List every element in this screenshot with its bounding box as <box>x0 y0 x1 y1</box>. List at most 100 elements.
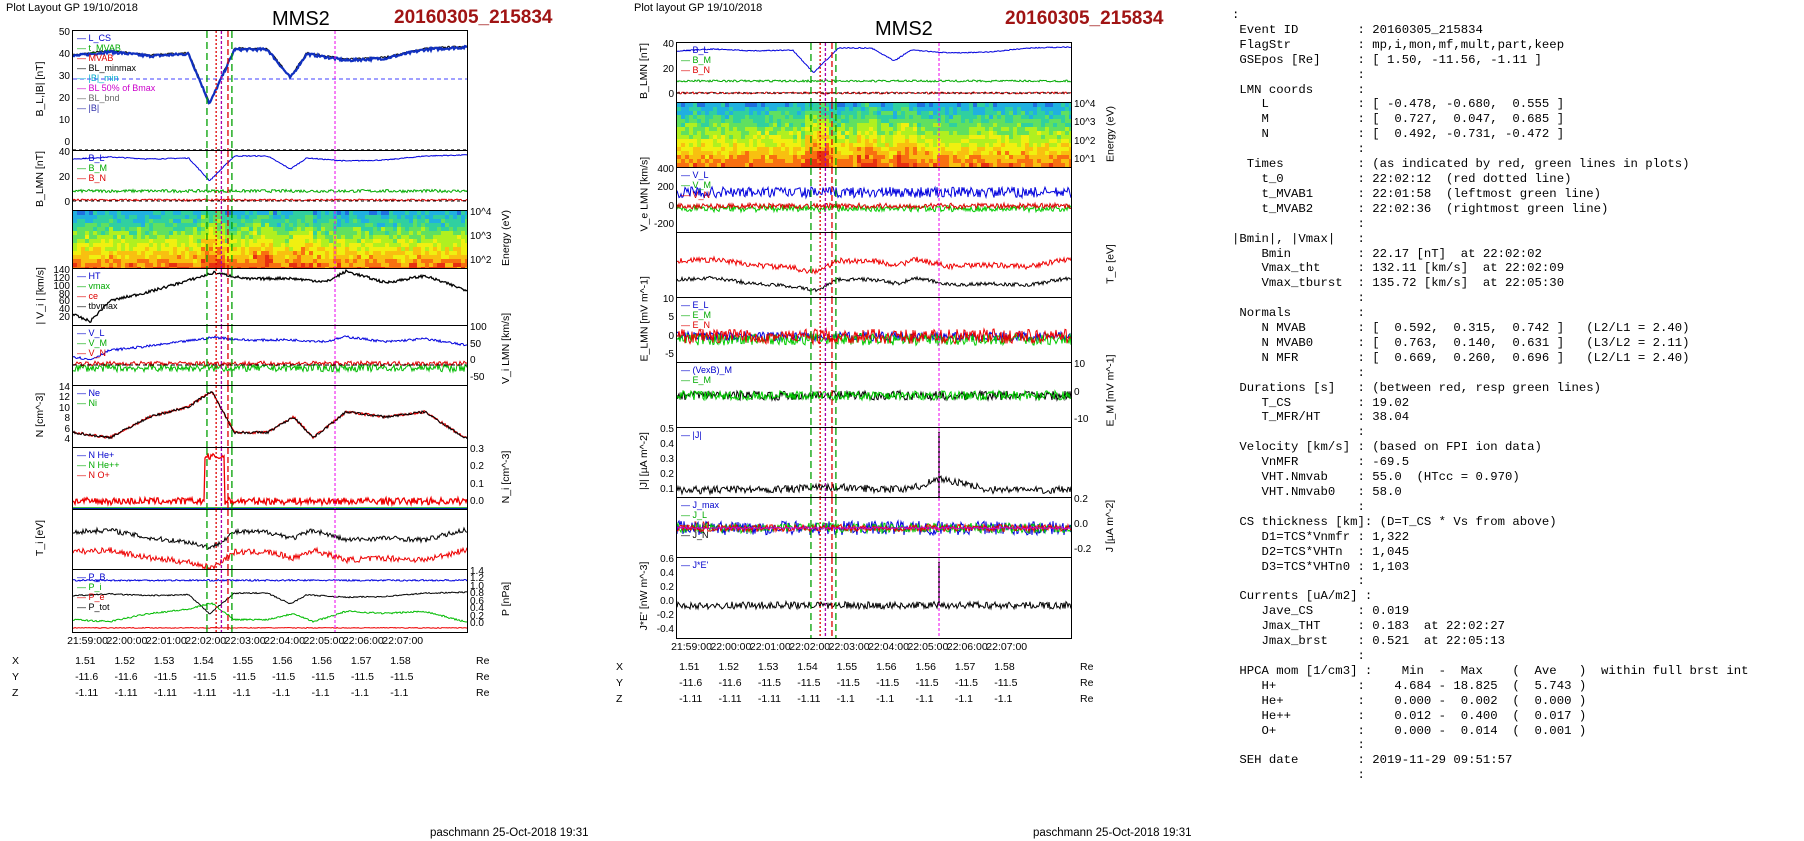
ephemeris-value: 1.53 <box>757 661 779 673</box>
y-axis-label: B_LMN [nT] <box>34 150 46 208</box>
legend-entry: — V_M <box>77 338 108 348</box>
ephemeris-value: -1.11 <box>679 693 703 705</box>
ephemeris-value: -11.5 <box>954 677 979 689</box>
bm-component-series <box>73 188 467 194</box>
y-tick-label: -200 <box>654 219 675 230</box>
y-tick-label: 40 <box>58 147 70 158</box>
ephemeris-value: -1.1 <box>232 687 251 699</box>
y-tick-label: 100 <box>53 280 70 292</box>
legend-entry: — B_M <box>681 55 712 65</box>
y-tick-label: 40 <box>58 304 70 316</box>
ephemeris-row-label: Z <box>12 687 19 699</box>
y-tick-label: 1.4 <box>470 566 484 577</box>
ephemeris-row-label: Y <box>12 671 20 683</box>
legend-entry: — E_M <box>681 310 712 320</box>
y-tick-label: 10^2 <box>1074 135 1096 147</box>
ephemeris-value: 1.52 <box>718 661 739 673</box>
legend-entry: — L_CS <box>77 33 112 43</box>
ephemeris-value: -11.5 <box>272 671 296 683</box>
legend-entry: — HT <box>77 271 101 281</box>
legend-entry: — B_M <box>77 163 108 173</box>
y-tick-label: 0.3 <box>660 454 674 465</box>
ephemeris-value: -1.1 <box>350 687 369 699</box>
panel-legend: — B_L — B_M — B_N <box>77 153 107 183</box>
y-tick-label: 0 <box>1074 386 1080 398</box>
x-tick-label: 21:59:00 <box>67 635 108 647</box>
y-tick-label: 60 <box>58 296 70 308</box>
pi-series <box>73 602 467 623</box>
ephemeris-value: -1.1 <box>390 687 409 699</box>
legend-entry: — vmax <box>77 281 111 291</box>
y-tick-label: -0.2 <box>1074 544 1092 555</box>
plot-panel: — J_max — J_L — J_M — J_N <box>676 497 1072 559</box>
panel-plot-area <box>73 570 467 632</box>
panel-plot-area <box>677 428 1071 498</box>
legend-entry: — B_L <box>681 45 709 55</box>
ptot-series <box>73 578 467 583</box>
y-tick-label: 400 <box>657 164 674 175</box>
legend-entry: — E_N <box>681 320 711 330</box>
ephemeris-value: -1.1 <box>954 693 973 705</box>
y-tick-label: 0.4 <box>660 439 674 450</box>
y-tick-label: 10^3 <box>1074 117 1096 129</box>
j-magnitude-series <box>677 475 1071 496</box>
y-tick-label: 4 <box>64 434 70 445</box>
y-tick-label: 200 <box>657 182 674 194</box>
ephemeris-value: -1.11 <box>718 693 742 705</box>
y-tick-label: 0 <box>64 197 70 208</box>
right-figure-header: Plot layout GP 19/10/2018 <box>634 2 763 14</box>
panel-plot-area <box>73 510 467 570</box>
plot-panel <box>676 102 1072 169</box>
plot-panel: — Ne — Ni <box>72 385 468 449</box>
panel-legend: — Ne — Ni <box>77 388 100 408</box>
y-axis-label: Energy (eV) <box>1104 105 1116 162</box>
left-figure-event-id: 20160305_215834 <box>394 7 553 28</box>
y-tick-label: 50 <box>58 27 70 38</box>
right-figure-footer: paschmann 25-Oct-2018 19:31 <box>1033 827 1192 839</box>
y-tick-label: 0.0 <box>1074 519 1088 530</box>
y-tick-label: 0.2 <box>660 582 674 593</box>
pe-series <box>73 626 467 629</box>
legend-entry: — V_L <box>681 170 709 180</box>
legend-entry: — V_L <box>77 328 105 338</box>
panel-plot-area <box>677 558 1071 638</box>
bn-component-series <box>677 91 1071 95</box>
panel-plot-area <box>73 211 467 269</box>
ephemeris-value: 1.54 <box>193 655 214 667</box>
y-tick-label: 40 <box>662 39 674 50</box>
y-tick-label: 20 <box>58 93 70 104</box>
y-axis-label: E_LMN [mV m^-1] <box>638 275 650 361</box>
ephemeris-value: -11.5 <box>915 677 939 689</box>
y-tick-label: -0.2 <box>656 610 674 621</box>
legend-entry: — E_L <box>681 300 709 310</box>
ephemeris-value: -11.5 <box>193 671 217 683</box>
y-tick-label: 0.2 <box>1074 494 1088 505</box>
legend-entry: — B_N <box>77 173 107 183</box>
panel-legend: — HT — vmax — ce — tbvmax <box>77 271 118 311</box>
y-tick-label: 0.6 <box>660 554 674 565</box>
y-axis-label: T_i [eV] <box>34 519 46 557</box>
plot-panel: — N He+ — N He++ — N O+ <box>72 447 468 511</box>
plot-panel: — |J| <box>676 427 1072 499</box>
legend-entry: — B_N <box>681 65 711 75</box>
x-tick-label: 22:01:00 <box>145 635 187 647</box>
y-tick-label: -5 <box>665 349 674 360</box>
panel-plot-area <box>73 31 467 151</box>
y-axis-label: |J| [µA m^-2] <box>638 432 650 490</box>
y-tick-label: 20 <box>662 64 674 75</box>
em-field-series <box>677 389 1071 402</box>
y-tick-label: 40 <box>58 49 70 60</box>
panel-legend: — L_CS — t_MVAB — MVAB — BL_minmax — |B|_min… <box>77 33 155 113</box>
ephemeris-value: 1.55 <box>836 661 858 673</box>
y-tick-label: 20 <box>58 312 70 323</box>
y-tick-label: 12 <box>58 392 70 404</box>
ephemeris-value: -11.6 <box>679 677 703 689</box>
ephemeris-value: -11.5 <box>390 671 414 683</box>
legend-entry: — Ne <box>77 388 101 398</box>
panel-legend: — V_L — V_M — V_N <box>681 170 711 200</box>
y-axis-label: J [µA m^-2] <box>1104 499 1116 553</box>
y-axis-label: B_L,|B| [nT] <box>34 61 46 117</box>
panel-legend: — J_max — J_L — J_M — J_N <box>681 500 719 540</box>
ephemeris-value: -11.5 <box>311 671 335 683</box>
y-tick-label: 30 <box>58 71 70 82</box>
